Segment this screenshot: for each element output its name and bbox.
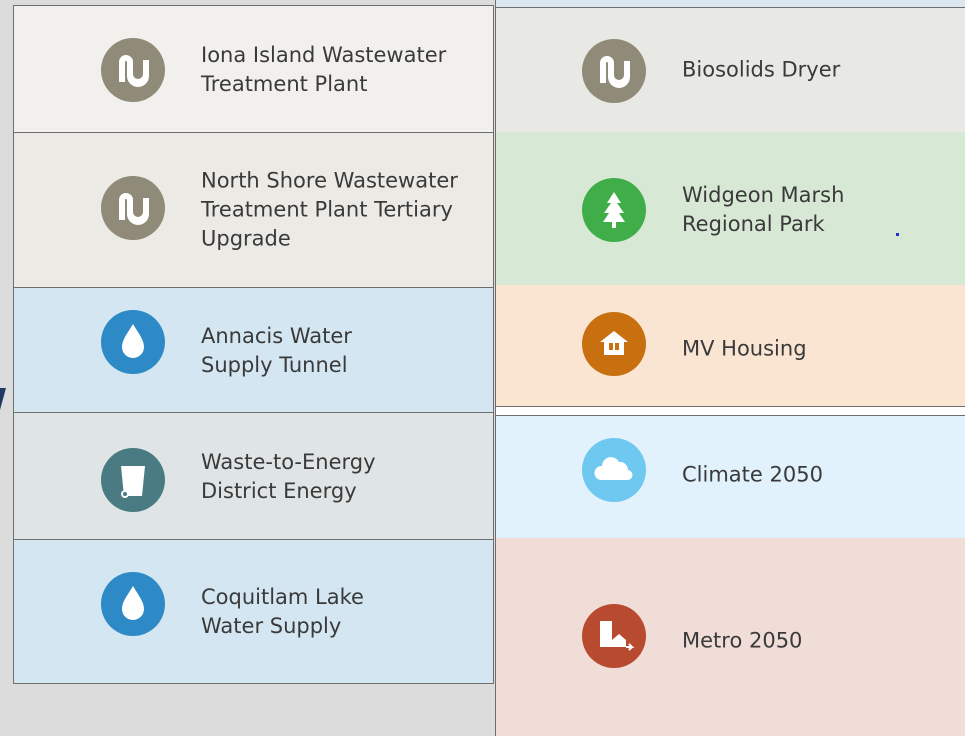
tile[interactable] [496,538,965,736]
label-line: District Energy [201,479,357,503]
tile-label: Biosolids Dryer [682,56,840,85]
top-strip [496,0,965,7]
wastewater-icon [582,39,646,103]
label-line: Annacis Water [201,324,352,348]
tile[interactable] [13,5,494,133]
edge-arrow [0,388,6,410]
label-line: Widgeon Marsh [682,183,845,207]
metro-icon [582,604,646,668]
tile-label: Iona Island Wastewater Treatment Plant [201,41,446,99]
tile[interactable] [13,539,494,684]
tile[interactable] [13,132,494,288]
water-icon [101,572,165,636]
housing-icon [582,312,646,376]
label-line: Treatment Plant [201,72,368,96]
tile[interactable] [496,132,965,286]
water-icon [101,310,165,374]
dot [896,233,899,236]
tile-label: Widgeon Marsh Regional Park [682,181,844,239]
label-line: Regional Park [682,212,825,236]
tile-label: Waste-to-Energy District Energy [201,448,376,506]
wastewater-icon [101,176,165,240]
label-line: Water Supply [201,614,342,638]
label-line: Biosolids Dryer [682,57,841,82]
label-line: Treatment Plant Tertiary [201,197,453,222]
tile-label: Climate 2050 [682,461,823,490]
tile[interactable] [13,412,494,540]
label-line: MV Housing [682,336,807,361]
label-line: Upgrade [201,226,291,251]
label-line: Coquitlam Lake [201,585,364,609]
tile[interactable] [496,285,965,407]
label-line: Waste-to-Energy [201,450,376,474]
tile-label: Annacis Water Supply Tunnel [201,322,352,380]
label-line: North Shore Wastewater [201,168,458,193]
label-line: Iona Island Wastewater [201,43,447,67]
label-line: Metro 2050 [682,628,803,653]
tile-label: North Shore Wastewater Treatment Plant Te… [201,167,458,254]
label-line: Supply Tunnel [201,353,348,377]
label-line: Climate 2050 [682,462,823,487]
wastewater-icon [101,38,165,102]
tile[interactable] [496,7,965,133]
climate-icon [582,438,646,502]
park-icon [582,178,646,242]
tile-label: Coquitlam Lake Water Supply [201,583,364,641]
tile-label: MV Housing [682,335,807,364]
tile-label: Metro 2050 [682,627,802,656]
waste-icon [101,448,165,512]
